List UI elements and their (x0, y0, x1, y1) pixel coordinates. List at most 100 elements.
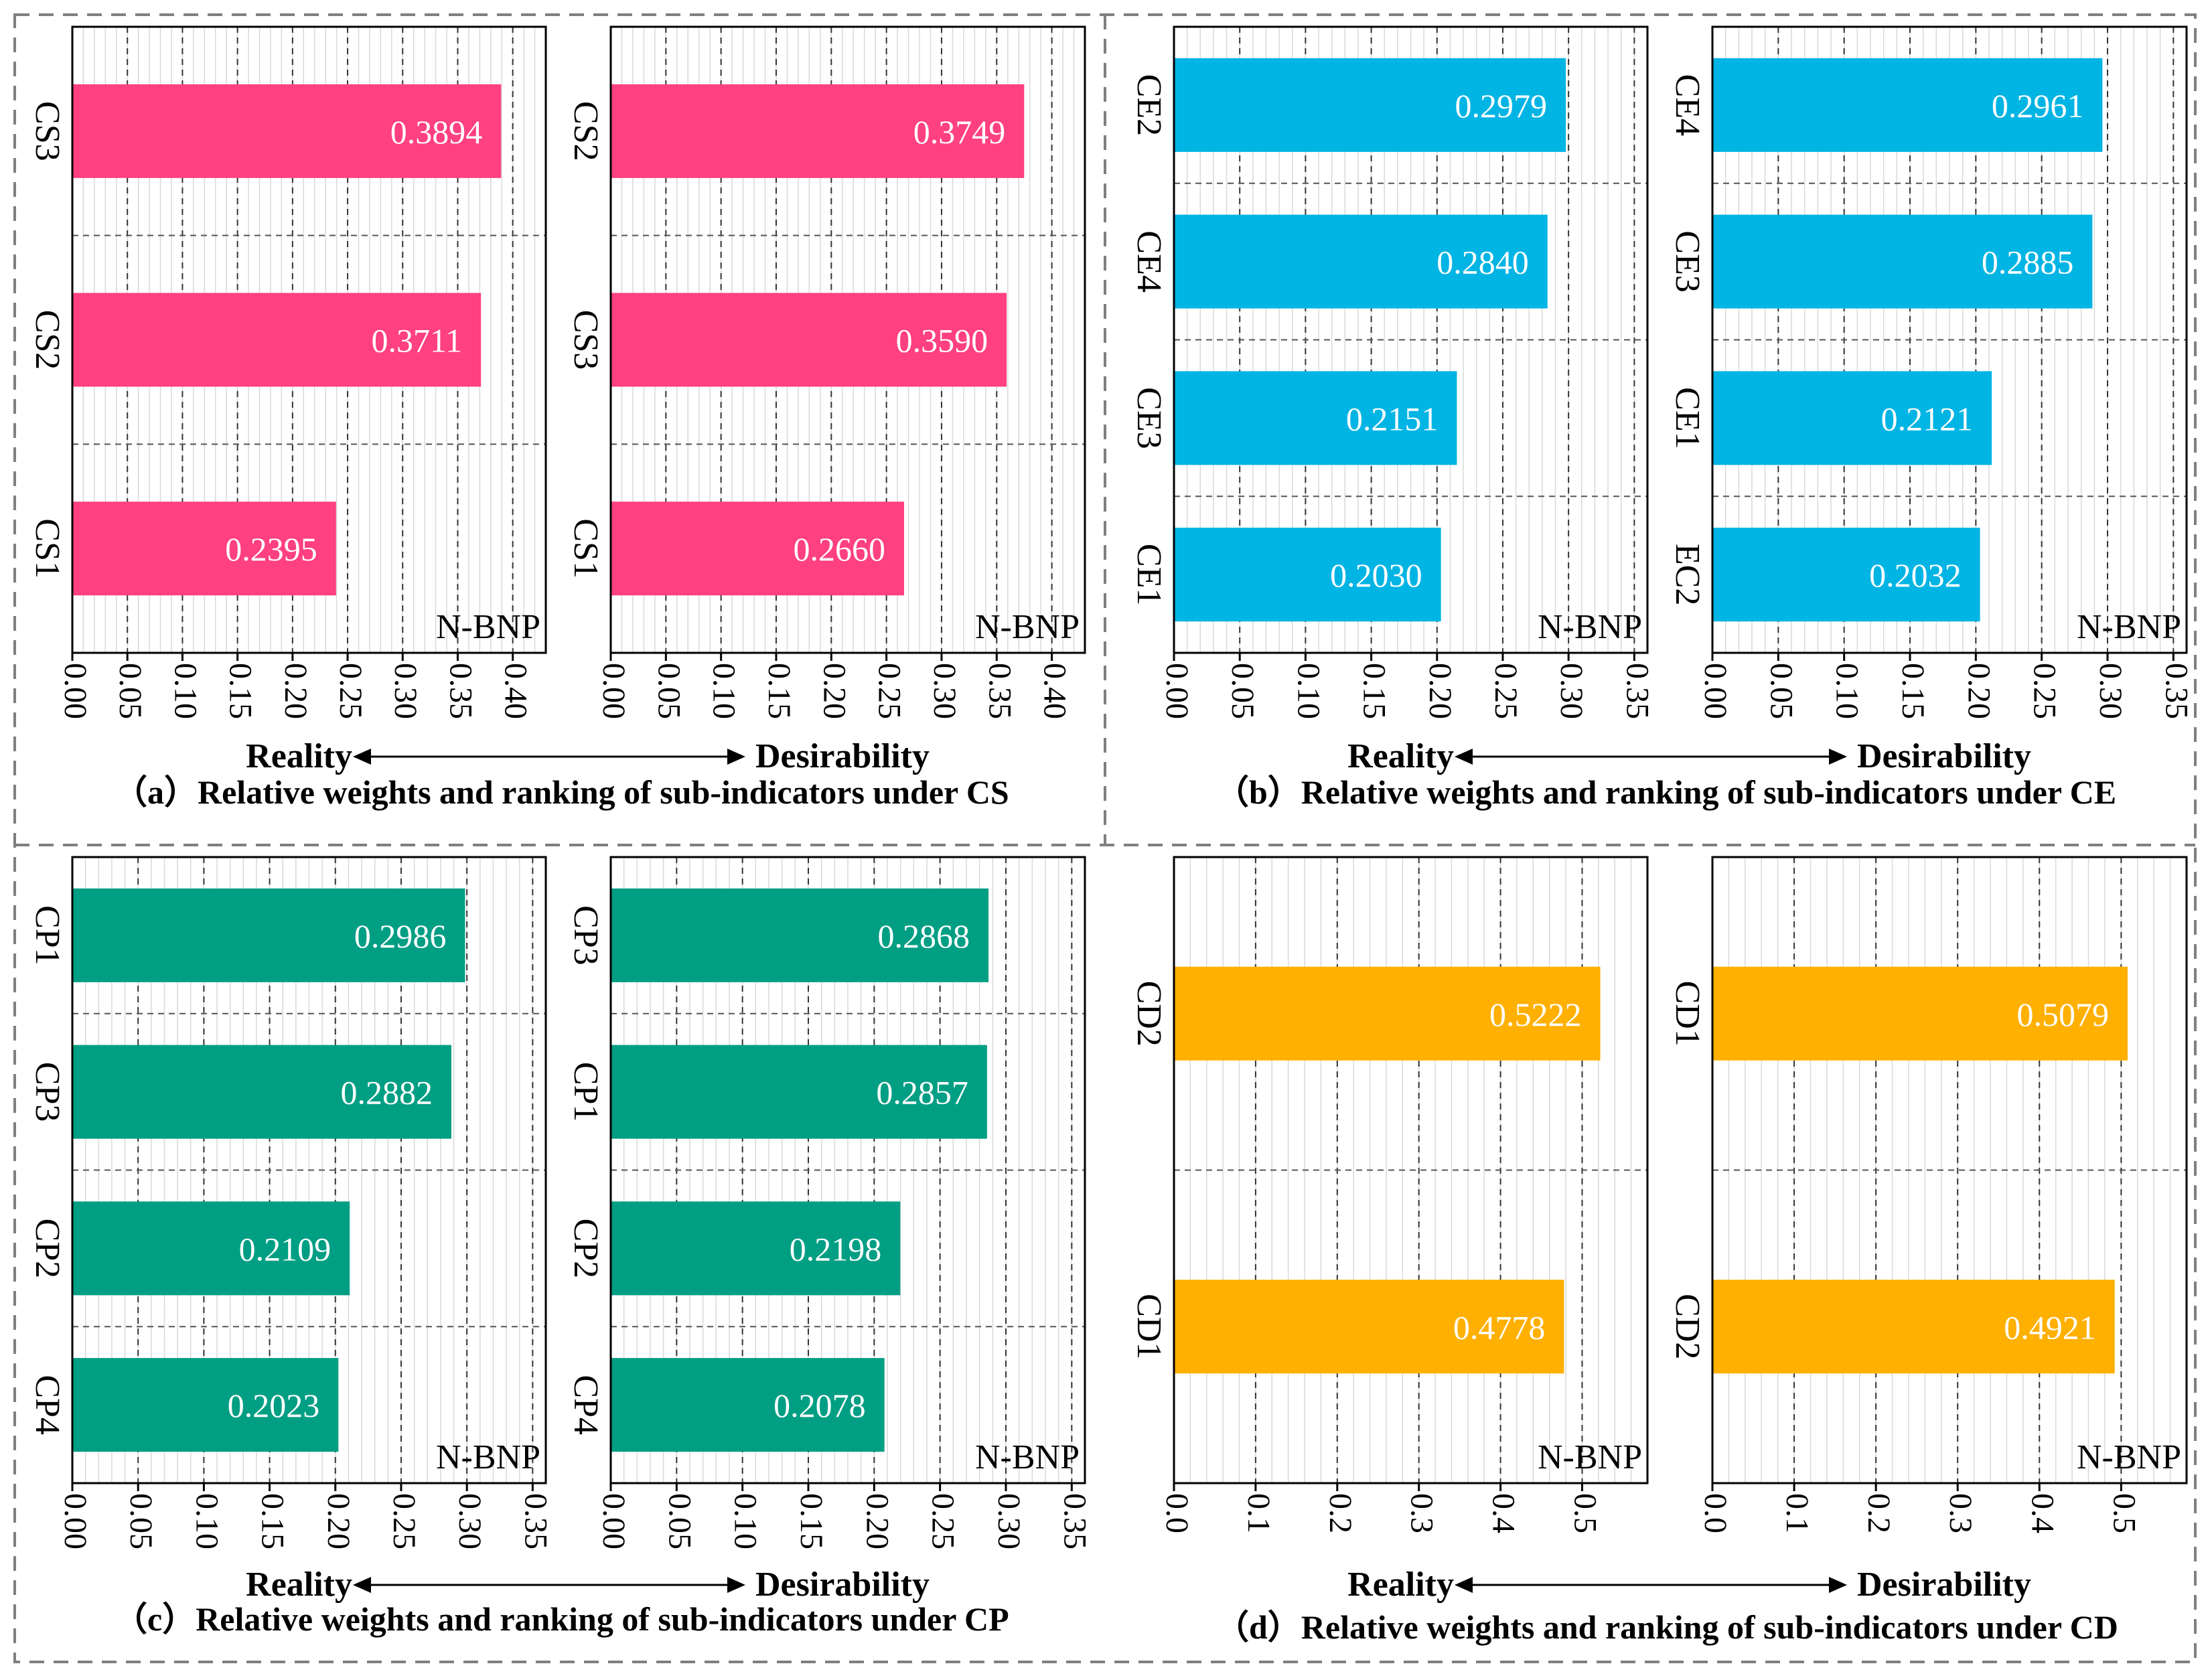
category-label: CS3 (567, 310, 605, 370)
tick-label: 0.20 (321, 1493, 356, 1549)
category-label: CP4 (28, 1375, 66, 1435)
bar-value-label: 0.2986 (354, 917, 447, 955)
tick-label: 0.05 (1225, 663, 1260, 719)
bar-value-label: 0.2961 (1992, 87, 2084, 125)
tick-label: 0.0 (1159, 1493, 1195, 1533)
tick-label: 0.40 (498, 663, 534, 719)
bar-value-label: 0.3590 (896, 322, 988, 360)
bar-value-label: 0.5079 (2016, 996, 2109, 1033)
bar-value-label: 0.2857 (876, 1074, 968, 1112)
category-label: CP2 (28, 1219, 66, 1279)
tick-label: 0.10 (167, 663, 203, 719)
category-label: CS1 (28, 518, 66, 579)
tick-label: 0.4 (2024, 1493, 2060, 1533)
bar (72, 1358, 339, 1452)
bar-value-label: 0.2198 (790, 1230, 882, 1268)
arrow-label-reality: Reality (246, 1566, 352, 1604)
tick-label: 0.3 (1943, 1493, 1978, 1533)
bar (611, 888, 989, 982)
tick-label: 0.1 (1779, 1493, 1815, 1533)
chart-a-desirability: 0.3749 CS2 0.3590 CS3 0.2660 CS1 0.00 0.05 0.10 0… (567, 25, 1086, 719)
panel-caption: （b）Relative weights and ranking of sub-i… (1216, 773, 2116, 811)
tick-label: 0.35 (1057, 1493, 1092, 1549)
bar (611, 84, 1025, 178)
tick-label: 0.20 (816, 663, 852, 719)
category-label: CP4 (567, 1375, 605, 1435)
bar-value-label: 0.2078 (774, 1387, 866, 1424)
arrow-label-desirability: Desirability (755, 737, 930, 775)
corner-label: N-BNP (1538, 608, 1642, 646)
category-label: CE3 (1130, 387, 1168, 449)
tick-label: 0.3 (1404, 1493, 1440, 1533)
tick-label: 0.05 (113, 663, 148, 719)
tick-label: 0.00 (596, 663, 632, 719)
bar-value-label: 0.2030 (1330, 556, 1422, 594)
tick-label: 0.2 (1861, 1493, 1897, 1533)
category-label: CE3 (1668, 230, 1706, 292)
bar (611, 1358, 885, 1452)
bar-value-label: 0.4921 (2004, 1308, 2096, 1346)
plot-frame (71, 25, 547, 654)
bar-value-label: 0.4778 (1453, 1308, 1546, 1346)
tick-label: 0.10 (707, 663, 742, 719)
bar-value-label: 0.2885 (1982, 244, 2074, 281)
category-label: CP2 (567, 1219, 605, 1279)
corner-label: N-BNP (975, 1438, 1080, 1476)
plot-frame (71, 856, 547, 1484)
arrow-label-desirability: Desirability (1857, 737, 2031, 775)
category-label: EC2 (1668, 544, 1706, 605)
chart-d-reality: 0.5222 CD2 0.4778 CD1 0.0 0.1 0.2 0.3 0.4 0.5 N-BN… (1130, 856, 1649, 1533)
bar (72, 888, 465, 982)
bar-value-label: 0.2151 (1346, 400, 1439, 437)
bar (1174, 528, 1441, 622)
corner-label: N-BNP (2077, 1438, 2181, 1476)
bar-value-label: 0.2979 (1455, 87, 1548, 125)
category-label: CE4 (1130, 230, 1168, 292)
tick-label: 0.25 (1488, 663, 1524, 719)
bar (1174, 214, 1548, 309)
arrow-label-reality: Reality (1347, 1566, 1454, 1604)
tick-label: 0.10 (1291, 663, 1326, 719)
tick-label: 0.5 (2106, 1493, 2142, 1533)
bar-value-label: 0.2109 (239, 1230, 332, 1268)
bar (72, 293, 482, 387)
corner-label: N-BNP (436, 1438, 540, 1476)
tick-label: 0.15 (761, 663, 797, 719)
plot-frame (609, 25, 1086, 654)
category-label: CD2 (1668, 1294, 1706, 1359)
bar (1174, 966, 1601, 1061)
plot-frame (1711, 25, 2188, 654)
bar (1174, 371, 1457, 465)
bar (611, 502, 904, 596)
tick-label: 0.05 (651, 663, 686, 719)
category-label: CP3 (567, 905, 605, 966)
panel-caption: （a）Relative weights and ranking of sub-i… (114, 773, 1009, 811)
bar-value-label: 0.2395 (225, 530, 317, 568)
bar (72, 502, 336, 596)
tick-label: 0.10 (728, 1493, 763, 1549)
tick-label: 0.25 (386, 1493, 422, 1549)
corner-label: N-BNP (2077, 608, 2181, 646)
arrow-label-desirability: Desirability (1857, 1566, 2031, 1604)
plot-frame (1711, 856, 2188, 1484)
category-label: CE1 (1130, 544, 1168, 605)
tick-label: 0.05 (123, 1493, 159, 1549)
tick-label: 0.00 (1698, 663, 1733, 719)
tick-label: 0.25 (926, 1493, 961, 1549)
bar-value-label: 0.2840 (1436, 244, 1529, 281)
bar-value-label: 0.5222 (1489, 996, 1582, 1033)
bar (1712, 58, 2103, 152)
tick-label: 0.35 (982, 663, 1017, 719)
bar (1712, 214, 2093, 309)
category-label: CD2 (1130, 981, 1168, 1047)
tick-label: 0.00 (58, 1493, 93, 1549)
tick-label: 0.35 (518, 1493, 553, 1549)
tick-label: 0.2 (1323, 1493, 1358, 1533)
category-label: CP1 (567, 1062, 605, 1122)
bar-value-label: 0.2032 (1869, 556, 1962, 594)
tick-label: 0.1 (1241, 1493, 1276, 1533)
category-label: CD1 (1668, 981, 1706, 1047)
